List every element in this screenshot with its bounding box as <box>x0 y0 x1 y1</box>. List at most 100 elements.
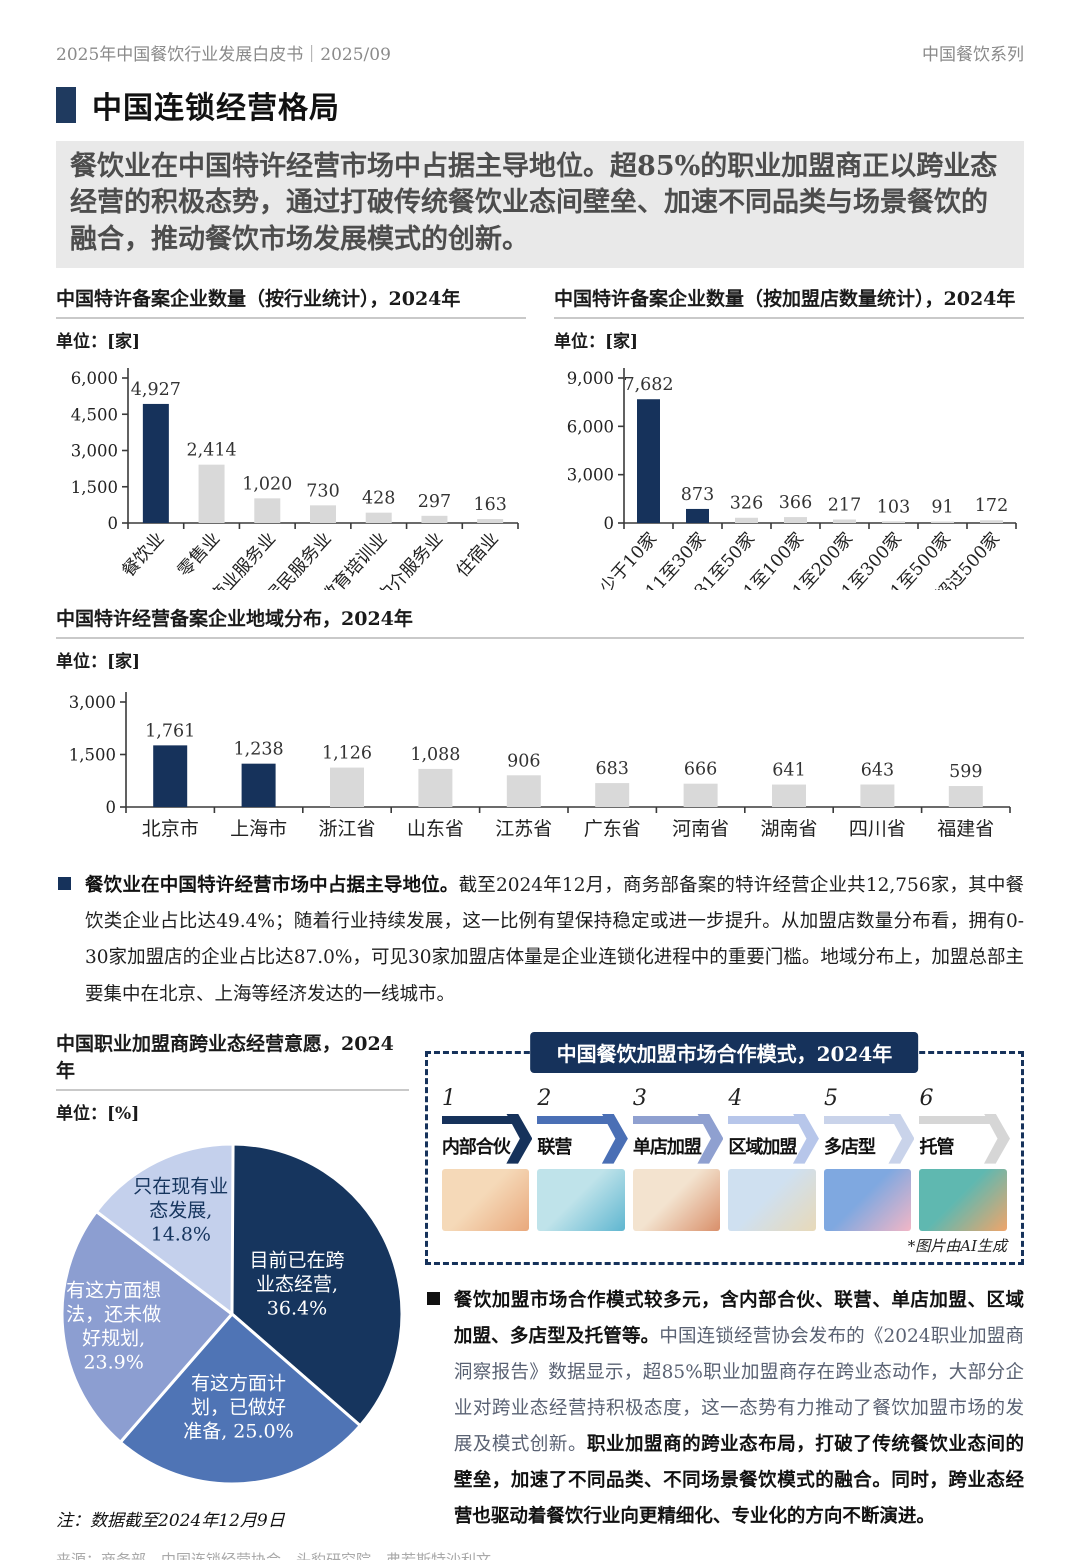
step-label: 托管 <box>919 1136 954 1158</box>
paragraph-text: 餐饮业在中国特许经营市场中占据主导地位。截至2024年12月，商务部备案的特许经… <box>85 868 1024 1012</box>
bar <box>683 784 718 808</box>
chart-title: 中国特许备案企业数量（按行业统计），2024年 <box>56 284 526 320</box>
bar-value-label: 326 <box>730 494 763 514</box>
bar-value-label: 91 <box>931 498 953 518</box>
cooperation-step: 3 单店加盟 <box>632 1085 724 1231</box>
pie-slice-label: 只在现有业态发展, 14.8% <box>133 1175 228 1245</box>
bullet-square-icon <box>426 1291 440 1305</box>
bar <box>330 767 364 808</box>
y-tick-label: 0 <box>604 514 615 533</box>
bar <box>418 769 453 808</box>
bar-value-label: 7,682 <box>623 376 673 396</box>
x-category-label: 湖南省 <box>760 818 817 840</box>
bar-value-label: 428 <box>362 489 395 509</box>
x-category-label: 山东省 <box>407 818 464 840</box>
bar-value-label: 2,414 <box>187 441 237 461</box>
y-tick-label: 3,000 <box>567 466 614 485</box>
cooperation-step: 6 托管 <box>919 1086 1010 1231</box>
bar-value-label: 103 <box>877 498 910 518</box>
data-note: 注：数据截至2024年12月9日 <box>56 1510 285 1531</box>
cooperation-step: 2 联营 <box>537 1085 628 1231</box>
bar-value-label: 641 <box>772 761 805 781</box>
header-right-text: 中国餐饮系列 <box>922 45 1024 65</box>
bar <box>833 519 856 524</box>
x-category-label: 零售业 <box>174 529 224 581</box>
bar <box>637 399 660 524</box>
bar <box>241 763 276 808</box>
page-header: 2025年中国餐饮行业发展白皮书｜2025/09 中国餐饮系列 <box>56 40 1024 65</box>
ai-image-caption: *图片由AI生成 <box>907 1236 1007 1255</box>
section-heading: 中国连锁经营格局 <box>56 83 1024 127</box>
bar <box>980 520 1003 524</box>
chart-unit: 单位：[家] <box>56 652 141 673</box>
step-ribbon-bar <box>823 1115 896 1124</box>
bar-value-label: 643 <box>861 761 894 781</box>
bullet-square-icon <box>58 877 71 891</box>
step-illustration-image <box>823 1168 912 1231</box>
y-tick-label: 3,000 <box>71 442 118 461</box>
pie-chart-wrap: 目前已在跨业态经营, 36.4% 有这方面计划，已做好准备, 25.0% 有这方面想法… <box>56 1130 409 1496</box>
bar <box>882 521 905 524</box>
step-ribbon-bar <box>441 1115 514 1124</box>
bar-value-label: 366 <box>779 493 812 513</box>
cooperation-model-title: 中国餐饮加盟市场合作模式，2024年 <box>530 1031 919 1073</box>
bar-value-label: 599 <box>949 762 982 782</box>
paragraph-lead: 餐饮加盟市场合作模式较多元，含内部合伙、联营、单店加盟、区域加盟、多店型及托管等… <box>453 1289 1024 1347</box>
y-tick-label: 1,500 <box>71 478 118 497</box>
bar-value-label: 683 <box>595 759 628 779</box>
bar-value-label: 873 <box>681 485 714 505</box>
x-category-label: 四川省 <box>849 818 906 840</box>
bar-chart-by-industry: 0 1,500 3,000 4,500 6,000 4,927 餐饮业 2,414 零售业 1,0… <box>71 368 519 608</box>
pie-slice <box>118 1312 362 1486</box>
chart-by-industry: 中国特许备案企业数量（按行业统计），2024年 单位：[家] 0 1,500 3,0… <box>56 284 526 608</box>
bar <box>860 784 895 808</box>
bar-value-label: 1,088 <box>410 745 460 765</box>
step-illustration-image <box>632 1168 721 1231</box>
x-category-label: 浙江省 <box>318 818 375 840</box>
pie-slice-label: 有这方面想法，还未做好规划, 23.9% <box>66 1279 161 1373</box>
analysis-paragraph-2: 餐饮加盟市场合作模式较多元，含内部合伙、联营、单店加盟、区域加盟、多店型及托管等… <box>425 1283 1024 1535</box>
y-tick-label: 4,500 <box>71 406 118 425</box>
right-column: 中国餐饮加盟市场合作模式，2024年 1 内部合伙 2 联营 3 单店加盟 4 区域加盟 5 多店… <box>424 1029 1024 1535</box>
page-title: 中国连锁经营格局 <box>92 91 340 126</box>
step-ribbon-bar <box>728 1115 800 1124</box>
bar-value-label: 172 <box>975 497 1008 517</box>
pie-slice <box>60 1209 234 1444</box>
bar-value-label: 1,761 <box>145 722 195 742</box>
bar <box>421 516 448 524</box>
key-message-banner: 餐饮业在中国特许经营市场中占据主导地位。超85%的职业加盟商正以跨业态经营的积极… <box>56 141 1024 269</box>
x-category-label: 北京市 <box>142 818 199 840</box>
paragraph-lead: 餐饮业在中国特许经营市场中占据主导地位。 <box>85 875 459 897</box>
bar <box>477 519 504 524</box>
header-left-text: 2025年中国餐饮行业发展白皮书｜2025/09 <box>56 45 391 65</box>
step-number: 1 <box>441 1085 456 1111</box>
cooperation-model-box: 中国餐饮加盟市场合作模式，2024年 1 内部合伙 2 联营 3 单店加盟 4 区域加盟 5 多店… <box>424 1031 1024 1265</box>
y-tick-label: 6,000 <box>567 418 614 437</box>
step-ribbon-bar <box>632 1115 705 1124</box>
step-number: 4 <box>728 1085 743 1111</box>
paragraph-rest: 截至2024年12月，商务部备案的特许经营企业共12,756家，其中餐饮类企业占… <box>85 875 1024 1005</box>
step-illustration-image <box>537 1168 625 1231</box>
bar-value-label: 217 <box>828 496 861 516</box>
step-label: 单店加盟 <box>632 1136 702 1158</box>
chart-title: 中国特许备案企业数量（按加盟店数量统计），2024年 <box>554 284 1024 320</box>
bar <box>772 784 806 808</box>
bottom-section: 中国职业加盟商跨业态经营意愿，2024年 单位：[%] 目前已在跨业态经营, 36… <box>56 1029 1024 1535</box>
chart-title: 中国职业加盟商跨业态经营意愿，2024年 <box>56 1029 409 1091</box>
y-tick-label: 6,000 <box>71 369 118 388</box>
bar <box>948 786 983 808</box>
bar-value-label: 297 <box>418 492 451 512</box>
bar <box>595 783 630 808</box>
step-number: 2 <box>537 1085 552 1111</box>
step-number: 3 <box>632 1085 647 1111</box>
y-tick-label: 9,000 <box>567 369 614 388</box>
step-label: 联营 <box>537 1136 572 1158</box>
chart-unit: 单位：[家] <box>554 332 639 353</box>
step-label: 内部合伙 <box>441 1136 511 1158</box>
x-category-label: 广东省 <box>584 818 641 840</box>
bar <box>365 512 392 524</box>
chart-unit: 单位：[%] <box>56 1103 140 1124</box>
pie-slice <box>94 1142 235 1316</box>
cooperation-step: 1 内部合伙 <box>441 1085 533 1231</box>
source-line: 来源：商务部，中国连锁经营协会，头豹研究院，弗若斯特沙利文 <box>56 1551 492 1560</box>
